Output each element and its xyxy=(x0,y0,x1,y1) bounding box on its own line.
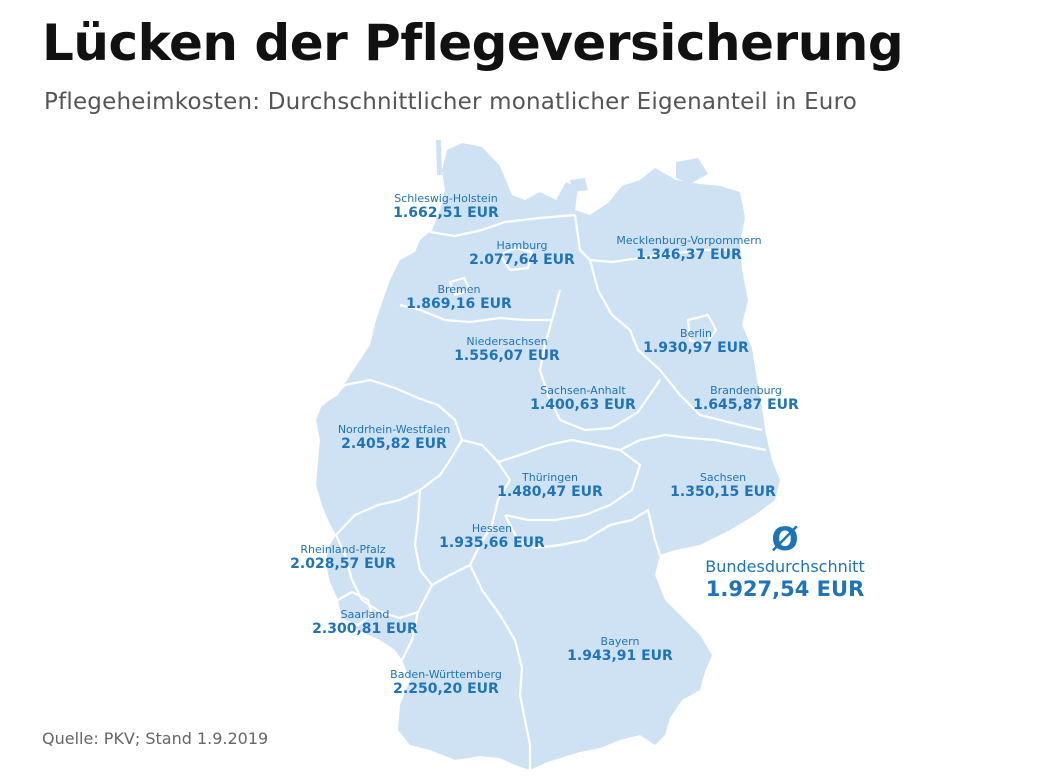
state-value: 2.250,20 EUR xyxy=(393,681,499,698)
state-name: Hamburg xyxy=(496,239,548,252)
border-thueringen xyxy=(497,438,642,522)
state-value: 2.077,64 EUR xyxy=(469,252,575,269)
border-sachsen xyxy=(619,433,767,452)
state-value: 1.480,47 EUR xyxy=(497,484,603,501)
border-bw-bayern xyxy=(469,564,532,770)
state-name: Thüringen xyxy=(522,471,578,484)
border-sh xyxy=(429,213,576,238)
border-hessen xyxy=(413,438,512,587)
state-name: Sachsen xyxy=(699,471,747,484)
state-value: 1.943,91 EUR xyxy=(567,648,673,665)
state-name: Baden-Württemberg xyxy=(390,668,502,681)
state-label-schleswig-holstein: Schleswig-Holstein 1.662,51 EUR xyxy=(393,192,499,222)
state-label-hamburg: Hamburg 2.077,64 EUR xyxy=(469,239,575,269)
state-value: 2.300,81 EUR xyxy=(312,621,418,638)
state-label-bayern: Bayern 1.943,91 EUR xyxy=(567,635,673,665)
state-label-rheinland-pfalz: Rheinland-Pfalz 2.028,57 EUR xyxy=(290,543,396,573)
state-name: Bremen xyxy=(437,283,481,296)
state-borders xyxy=(321,213,767,770)
page-title: Lücken der Pflegeversicherung xyxy=(42,14,904,72)
germany-shape xyxy=(316,143,780,770)
state-value: 1.935,66 EUR xyxy=(439,535,545,552)
border-brandenburg-west xyxy=(588,259,763,432)
state-name: Rheinland-Pfalz xyxy=(300,543,386,556)
border-bremen xyxy=(448,276,472,297)
state-value: 1.400,63 EUR xyxy=(530,397,636,414)
island-fehmarn xyxy=(570,178,588,192)
state-label-bremen: Bremen 1.869,16 EUR xyxy=(406,283,512,313)
state-value: 1.350,15 EUR xyxy=(670,484,776,501)
state-name: Mecklenburg-Vorpommern xyxy=(616,234,762,247)
germany-outline xyxy=(316,140,780,770)
border-sachsen-anhalt xyxy=(538,289,661,432)
state-name: Bayern xyxy=(600,635,640,648)
island-ruegen xyxy=(676,158,708,184)
state-label-brandenburg: Brandenburg 1.645,87 EUR xyxy=(693,384,799,414)
border-rlp xyxy=(334,534,433,620)
state-name: Hessen xyxy=(471,522,513,535)
state-value: 1.645,87 EUR xyxy=(693,397,799,414)
state-label-sachsen: Sachsen 1.350,15 EUR xyxy=(670,471,776,501)
border-hamburg xyxy=(498,246,534,272)
state-value: 2.405,82 EUR xyxy=(341,436,447,453)
state-label-baden-wuerttemberg: Baden-Württemberg 2.250,20 EUR xyxy=(390,668,502,698)
border-bw-north xyxy=(401,611,420,661)
state-label-sachsen-anhalt: Sachsen-Anhalt 1.400,63 EUR xyxy=(530,384,636,414)
border-ns-inner xyxy=(399,303,552,324)
page-subtitle: Pflegeheimkosten: Durchschnittlicher mon… xyxy=(44,89,858,115)
state-label-thueringen: Thüringen 1.480,47 EUR xyxy=(497,471,603,501)
state-label-mecklenburg-vorpommern: Mecklenburg-Vorpommern 1.346,37 EUR xyxy=(616,234,761,264)
state-name: Saarland xyxy=(340,608,390,621)
average-symbol: Ø xyxy=(771,520,799,558)
state-label-saarland: Saarland 2.300,81 EUR xyxy=(312,608,418,638)
state-value: 1.346,37 EUR xyxy=(636,247,742,264)
border-saarland xyxy=(337,590,374,627)
state-label-nordrhein-westfalen: Nordrhein-Westfalen 2.405,82 EUR xyxy=(338,423,450,453)
border-mv xyxy=(573,214,742,264)
national-average: Ø Bundesdurchschnitt 1.927,54 EUR xyxy=(705,520,865,604)
average-value: 1.927,54 EUR xyxy=(705,577,865,602)
state-value: 1.930,97 EUR xyxy=(643,340,749,357)
border-berlin xyxy=(686,313,718,347)
state-label-berlin: Berlin 1.930,97 EUR xyxy=(643,327,749,357)
state-value: 1.662,51 EUR xyxy=(393,205,499,222)
state-name: Berlin xyxy=(680,327,712,340)
state-label-hessen: Hessen 1.935,66 EUR xyxy=(439,522,545,552)
state-name: Schleswig-Holstein xyxy=(394,192,498,205)
state-name: Nordrhein-Westfalen xyxy=(337,423,451,436)
state-name: Brandenburg xyxy=(710,384,782,397)
state-name: Niedersachsen xyxy=(466,335,548,348)
state-label-niedersachsen: Niedersachsen 1.556,07 EUR xyxy=(454,335,560,365)
island-sylt xyxy=(436,140,442,175)
state-value: 1.556,07 EUR xyxy=(454,348,560,365)
state-name: Sachsen-Anhalt xyxy=(540,384,626,397)
state-value: 1.869,16 EUR xyxy=(406,296,512,313)
state-value: 2.028,57 EUR xyxy=(290,556,396,573)
border-bayern-north xyxy=(504,508,662,556)
source-note: Quelle: PKV; Stand 1.9.2019 xyxy=(42,729,269,748)
average-label: Bundesdurchschnitt xyxy=(705,557,865,577)
